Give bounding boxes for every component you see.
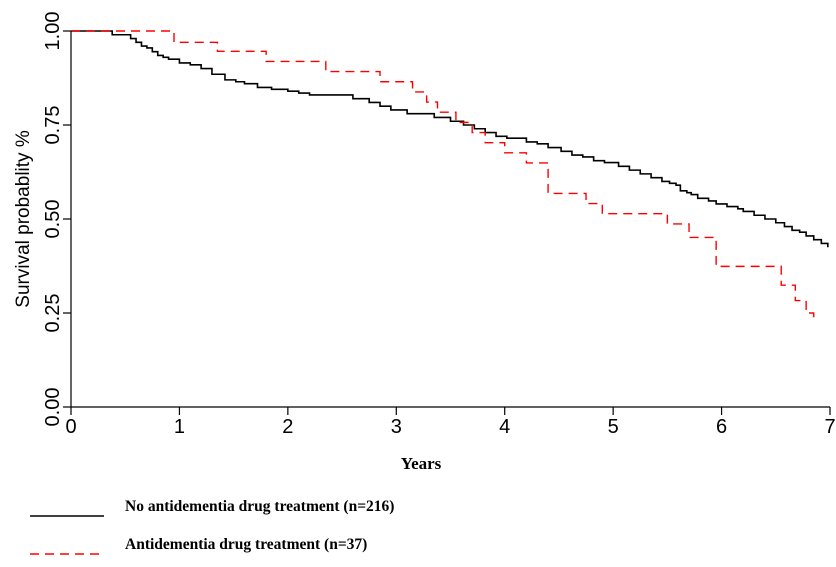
y-tick-label: 0.75 bbox=[42, 106, 64, 145]
y-tick-label: 0.00 bbox=[42, 388, 64, 427]
legend-label: No antidementia drug treatment (n=216) bbox=[125, 498, 394, 515]
x-tick-label: 2 bbox=[282, 416, 293, 438]
plot-lines bbox=[71, 30, 829, 321]
x-tick-label: 7 bbox=[824, 416, 835, 438]
x-ticks: 0 1 2 3 4 5 6 7 bbox=[65, 407, 836, 438]
x-tick-label: 0 bbox=[65, 416, 76, 438]
x-tick-label: 6 bbox=[716, 416, 727, 438]
y-axis-title: Survival probablity % bbox=[13, 130, 34, 308]
y-tick-label: 0.25 bbox=[42, 294, 64, 333]
series-treatment-line bbox=[71, 30, 815, 321]
axes bbox=[70, 31, 830, 408]
legend-label: Antidementia drug treatment (n=37) bbox=[125, 536, 367, 553]
series-no-treatment-line bbox=[71, 30, 829, 248]
y-tick-label: 1.00 bbox=[42, 12, 64, 51]
y-tick-label: 0.50 bbox=[42, 200, 64, 239]
x-axis-title: Years bbox=[401, 454, 442, 473]
y-ticks: 0.00 0.25 0.50 0.75 1.00 bbox=[42, 12, 71, 427]
x-tick-label: 5 bbox=[608, 416, 619, 438]
x-tick-label: 1 bbox=[174, 416, 185, 438]
x-tick-label: 3 bbox=[391, 416, 402, 438]
legend: No antidementia drug treatment (n=216) An… bbox=[30, 498, 394, 555]
x-tick-label: 4 bbox=[499, 416, 510, 438]
